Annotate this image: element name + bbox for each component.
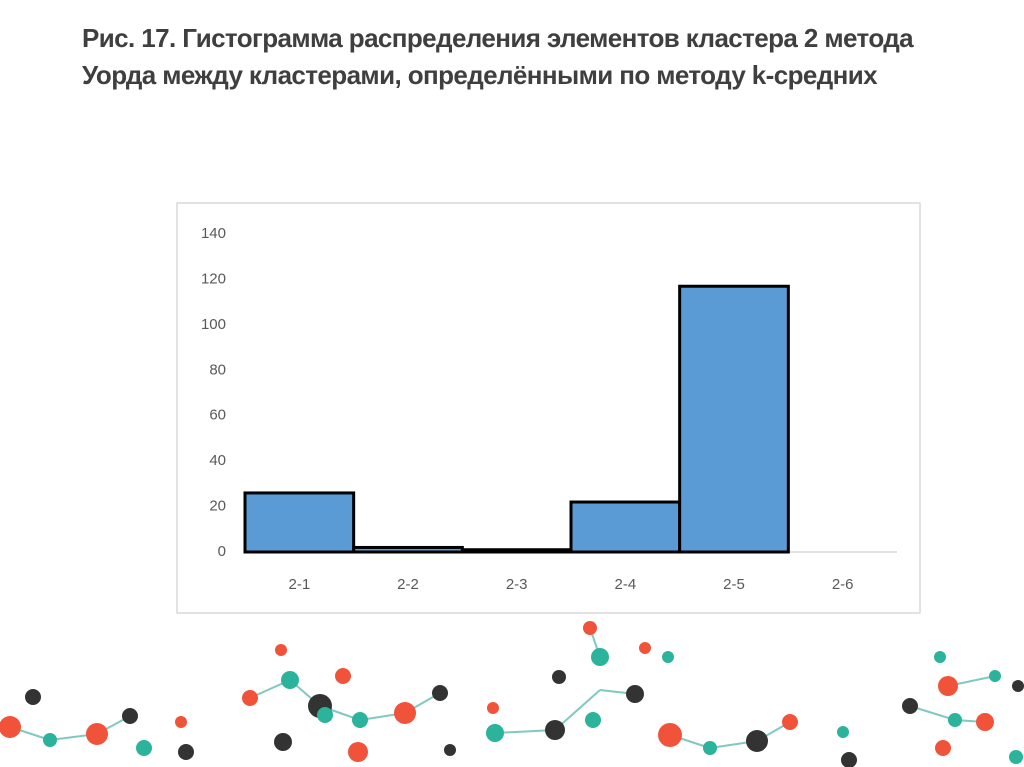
y-tick-label: 20 bbox=[209, 498, 226, 515]
y-tick-label: 60 bbox=[209, 407, 226, 424]
bar bbox=[352, 545, 464, 554]
slide-title: Рис. 17. Гистограмма распределения элеме… bbox=[82, 23, 914, 90]
x-tick-label: 2-5 bbox=[723, 576, 745, 593]
y-tick-label: 120 bbox=[201, 270, 226, 287]
y-tick-label: 0 bbox=[218, 543, 226, 560]
y-tick-label: 140 bbox=[201, 225, 226, 242]
y-tick-label: 80 bbox=[209, 361, 226, 378]
bar bbox=[569, 500, 682, 554]
x-tick-label: 2-6 bbox=[832, 576, 854, 593]
x-tick-label: 2-1 bbox=[288, 576, 310, 593]
x-tick-label: 2-3 bbox=[506, 576, 528, 593]
x-tick-label: 2-4 bbox=[614, 576, 636, 593]
y-tick-label: 40 bbox=[209, 452, 226, 469]
x-tick-label: 2-2 bbox=[397, 576, 419, 593]
decoration bbox=[0, 621, 1024, 767]
bar bbox=[243, 491, 356, 554]
y-tick-label: 100 bbox=[201, 316, 226, 333]
bar bbox=[678, 284, 790, 554]
bar bbox=[460, 548, 573, 554]
